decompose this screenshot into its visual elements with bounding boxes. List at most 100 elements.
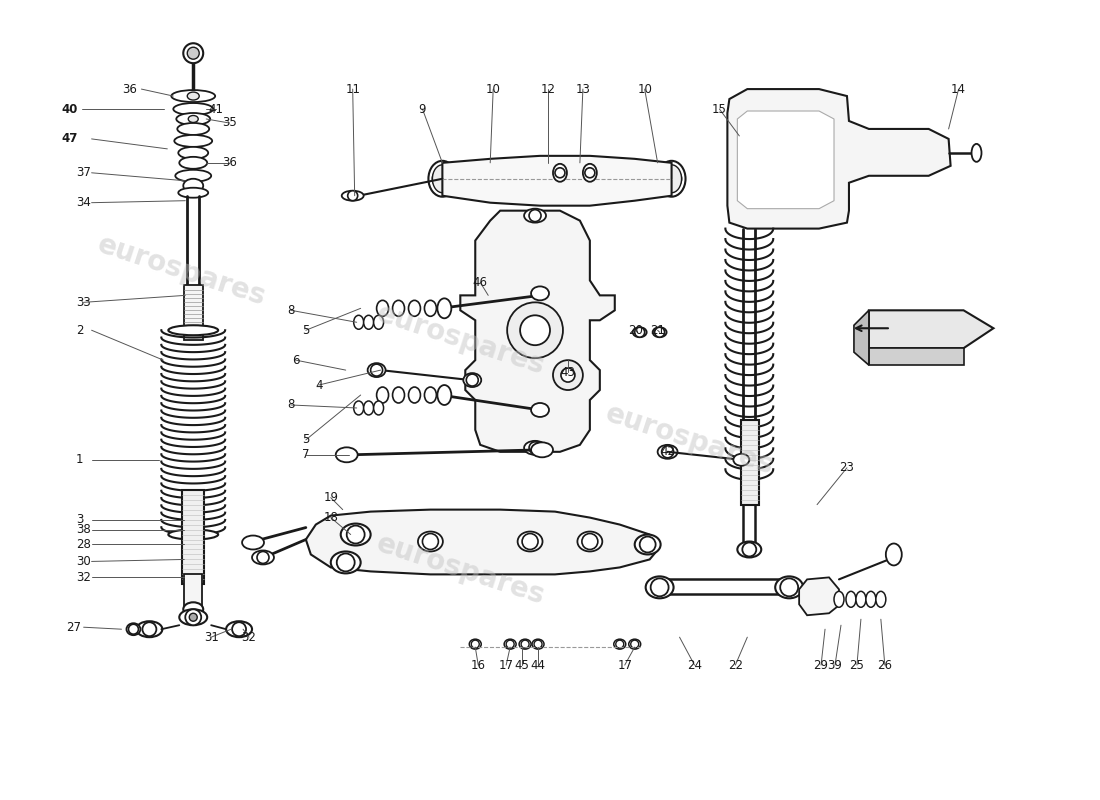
- Text: 17: 17: [617, 658, 632, 671]
- Text: 25: 25: [849, 658, 865, 671]
- Text: 34: 34: [76, 196, 91, 209]
- Ellipse shape: [408, 387, 420, 403]
- Ellipse shape: [187, 92, 199, 100]
- Circle shape: [582, 534, 597, 550]
- Text: 13: 13: [575, 82, 591, 95]
- Circle shape: [780, 578, 799, 596]
- Polygon shape: [442, 156, 672, 206]
- Circle shape: [742, 542, 757, 557]
- Circle shape: [650, 578, 669, 596]
- Text: 8: 8: [287, 304, 295, 317]
- Ellipse shape: [364, 401, 374, 415]
- Text: 5: 5: [302, 324, 309, 337]
- Text: 21: 21: [650, 324, 666, 337]
- Text: 22: 22: [728, 658, 743, 671]
- Circle shape: [556, 168, 565, 178]
- Circle shape: [371, 364, 383, 376]
- Text: 15: 15: [712, 102, 727, 115]
- Text: 35: 35: [222, 117, 236, 130]
- Ellipse shape: [367, 363, 386, 377]
- Ellipse shape: [470, 639, 481, 649]
- Text: 28: 28: [76, 538, 91, 551]
- Ellipse shape: [834, 591, 844, 607]
- Circle shape: [422, 534, 439, 550]
- Ellipse shape: [583, 164, 597, 182]
- Ellipse shape: [632, 327, 647, 338]
- Ellipse shape: [168, 530, 218, 539]
- Circle shape: [337, 554, 354, 571]
- Circle shape: [466, 374, 478, 386]
- Ellipse shape: [531, 403, 549, 417]
- Polygon shape: [799, 578, 839, 615]
- Text: 11: 11: [345, 82, 360, 95]
- Circle shape: [535, 640, 542, 648]
- Ellipse shape: [658, 161, 685, 197]
- Ellipse shape: [432, 165, 452, 193]
- Circle shape: [348, 190, 358, 201]
- Text: 20: 20: [628, 324, 643, 337]
- Ellipse shape: [866, 591, 876, 607]
- Ellipse shape: [524, 209, 546, 222]
- Ellipse shape: [126, 623, 141, 635]
- Polygon shape: [869, 348, 964, 365]
- Text: 17: 17: [498, 658, 514, 671]
- Text: 5: 5: [302, 434, 309, 446]
- Circle shape: [661, 169, 682, 189]
- Ellipse shape: [578, 531, 603, 551]
- Ellipse shape: [846, 591, 856, 607]
- Ellipse shape: [428, 161, 456, 197]
- Circle shape: [630, 640, 639, 648]
- Circle shape: [257, 551, 270, 563]
- Ellipse shape: [635, 534, 661, 554]
- Ellipse shape: [174, 135, 212, 147]
- Polygon shape: [306, 510, 660, 574]
- Polygon shape: [854, 310, 869, 365]
- Ellipse shape: [438, 385, 451, 405]
- Circle shape: [529, 210, 541, 222]
- Text: 43: 43: [561, 366, 575, 378]
- Polygon shape: [727, 89, 950, 229]
- Text: 9: 9: [419, 102, 426, 115]
- Ellipse shape: [971, 144, 981, 162]
- Text: 44: 44: [530, 658, 546, 671]
- Text: 42: 42: [660, 446, 675, 458]
- Ellipse shape: [374, 401, 384, 415]
- Ellipse shape: [179, 610, 207, 626]
- Ellipse shape: [376, 300, 388, 316]
- Ellipse shape: [178, 147, 208, 159]
- Ellipse shape: [532, 639, 544, 649]
- Ellipse shape: [425, 300, 437, 316]
- Ellipse shape: [227, 622, 252, 637]
- Text: 36: 36: [122, 82, 136, 95]
- Ellipse shape: [652, 327, 667, 338]
- Ellipse shape: [776, 576, 803, 598]
- Ellipse shape: [136, 622, 163, 637]
- Ellipse shape: [553, 164, 566, 182]
- Ellipse shape: [393, 387, 405, 403]
- Text: 12: 12: [540, 82, 556, 95]
- Ellipse shape: [418, 531, 443, 551]
- Ellipse shape: [168, 326, 218, 335]
- Circle shape: [185, 610, 201, 626]
- Text: 33: 33: [76, 296, 91, 309]
- Text: eurospares: eurospares: [373, 300, 548, 381]
- Ellipse shape: [354, 401, 364, 415]
- Text: 29: 29: [814, 658, 828, 671]
- Text: 40: 40: [62, 102, 78, 115]
- Circle shape: [553, 360, 583, 390]
- Ellipse shape: [252, 550, 274, 565]
- Circle shape: [640, 537, 656, 553]
- Circle shape: [654, 327, 664, 338]
- Bar: [741, 420, 759, 505]
- Text: 39: 39: [827, 658, 843, 671]
- Text: 31: 31: [204, 630, 219, 644]
- Text: 27: 27: [66, 621, 81, 634]
- Text: 7: 7: [302, 448, 309, 462]
- Ellipse shape: [524, 441, 546, 455]
- Text: 24: 24: [688, 658, 702, 671]
- Circle shape: [522, 534, 538, 550]
- Circle shape: [142, 622, 156, 636]
- Ellipse shape: [519, 639, 531, 649]
- Circle shape: [432, 169, 452, 189]
- Circle shape: [506, 640, 514, 648]
